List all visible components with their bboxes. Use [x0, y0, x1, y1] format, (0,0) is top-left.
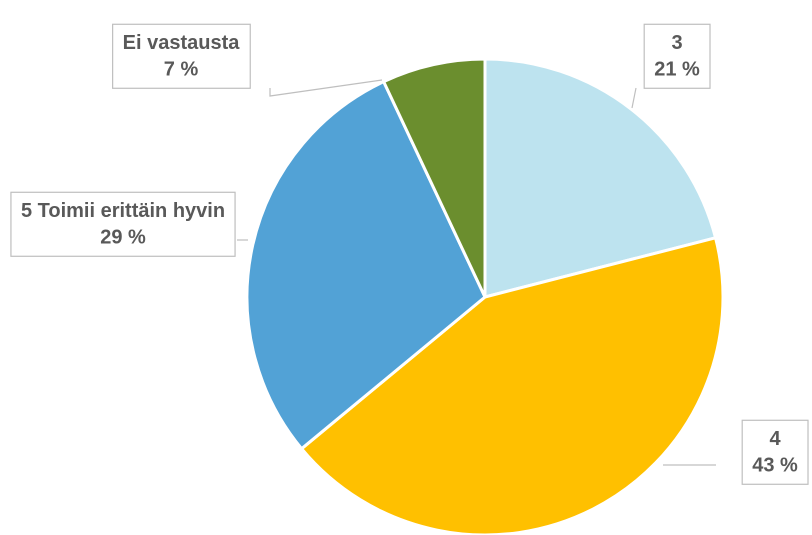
category-line: 4 — [769, 428, 781, 450]
data-label: 4 43 % — [752, 428, 798, 476]
label-box — [10, 191, 236, 257]
category-label: 4 — [769, 428, 781, 450]
value-label: 43 % — [752, 454, 798, 476]
category-line: 3 — [671, 32, 682, 54]
data-label: 3 21 % — [654, 32, 700, 80]
leader-line — [631, 87, 637, 109]
value-label: 21 % — [654, 58, 700, 80]
category-label: 5 Toimii erittäin hyvin — [21, 200, 225, 222]
category-label: 3 — [671, 32, 682, 54]
label-box — [643, 23, 711, 89]
label-box — [112, 23, 251, 89]
category-line: Ei vastausta — [123, 32, 241, 54]
data-label: Ei vastausta 7 % — [123, 32, 241, 80]
pie-slice — [381, 57, 487, 298]
leader-line — [269, 79, 383, 97]
label-box — [741, 419, 809, 485]
value-label: 29 % — [100, 226, 146, 248]
pie-slice — [483, 57, 718, 299]
data-label: 5 Toimii erittäin hyvin 29 % — [21, 200, 225, 248]
pie-slice — [299, 235, 725, 535]
value-label: 7 % — [164, 58, 199, 80]
category-line: 5 Toimii erittäin hyvin — [21, 200, 225, 222]
category-label: Ei vastausta — [123, 32, 241, 54]
